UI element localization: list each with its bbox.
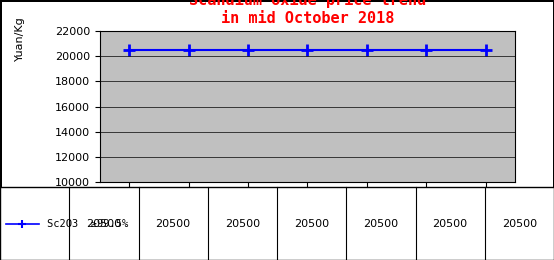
Y-axis label: Yuan/Kg: Yuan/Kg [15, 16, 25, 61]
Text: Sc2O3  ≥99.5%: Sc2O3 ≥99.5% [47, 219, 129, 229]
Title: Scandium oxide price trend
in mid October 2018: Scandium oxide price trend in mid Octobe… [189, 0, 426, 26]
Text: 20500: 20500 [156, 219, 191, 229]
Text: 20500: 20500 [433, 219, 468, 229]
Text: 20500: 20500 [502, 219, 537, 229]
Text: 20500: 20500 [86, 219, 121, 229]
Text: 20500: 20500 [294, 219, 329, 229]
Text: 20500: 20500 [225, 219, 260, 229]
Text: 20500: 20500 [363, 219, 398, 229]
Text: Date: Date [519, 209, 546, 219]
